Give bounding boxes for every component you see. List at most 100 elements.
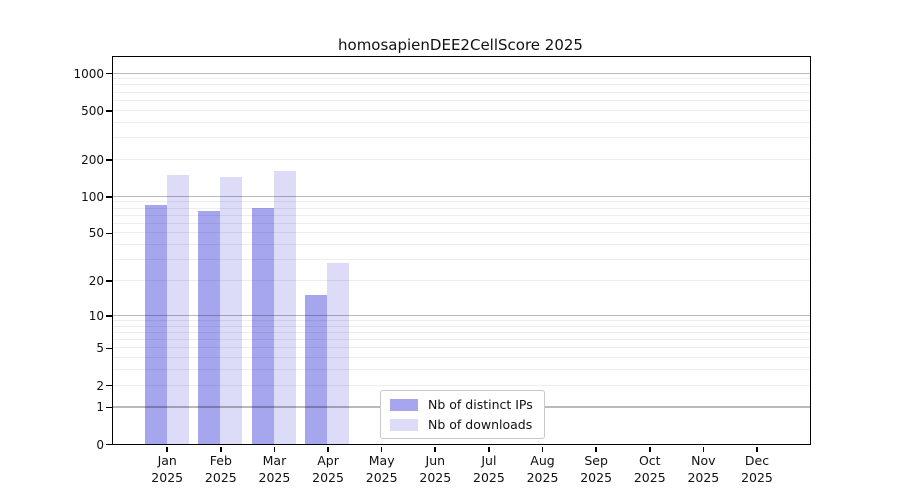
x-tick-year: 2025 (633, 469, 666, 485)
legend-item-distinct-ips: Nb of distinct IPs (390, 397, 533, 412)
y-tick-label-50: 50 (88, 226, 104, 241)
chart-title: homosapienDEE2CellScore 2025 (338, 36, 583, 54)
x-tick-mark-jul (488, 446, 490, 452)
x-tick-label-feb: Feb 2025 (189, 452, 253, 486)
x-tick-month: Mar (262, 452, 287, 468)
y-tick-label-500: 500 (81, 103, 104, 118)
bar-distinct-ips-apr (305, 295, 328, 444)
legend: Nb of distinct IPs Nb of downloads (380, 390, 545, 439)
y-tick-label-10: 10 (88, 308, 104, 323)
y-tick-mark-200 (106, 159, 112, 161)
x-tick-month: Dec (744, 452, 770, 468)
bar-downloads-feb (220, 177, 243, 444)
x-tick-mark-nov (702, 446, 705, 452)
x-tick-month: Aug (530, 452, 555, 468)
x-tick-label-jul: Jul 2025 (457, 452, 521, 486)
gridline-90 (113, 201, 810, 203)
x-tick-year: 2025 (258, 469, 291, 485)
x-tick-year: 2025 (580, 469, 613, 485)
x-tick-month: Sep (584, 452, 608, 468)
gridline-500 (113, 109, 810, 111)
x-tick-mark-mar (273, 446, 276, 452)
x-tick-label-dec: Dec 2025 (725, 452, 789, 486)
gridline-200 (113, 158, 810, 160)
legend-item-downloads: Nb of downloads (390, 417, 533, 432)
bar-downloads-mar (273, 171, 296, 444)
y-tick-mark-1 (106, 406, 112, 409)
gridline-900 (113, 78, 810, 80)
y-tick-label-5: 5 (96, 341, 104, 356)
x-tick-month: Jul (481, 452, 497, 468)
y-tick-mark-20 (106, 280, 112, 282)
bar-distinct-ips-jan (144, 205, 167, 444)
y-tick-label-0: 0 (96, 437, 104, 452)
x-tick-mark-oct (648, 446, 651, 452)
x-tick-mark-aug (541, 446, 544, 452)
y-tick-mark-5 (106, 347, 112, 350)
x-tick-year: 2025 (473, 469, 505, 485)
gridline-300 (113, 137, 810, 139)
x-tick-label-nov: Nov 2025 (671, 452, 735, 486)
y-tick-label-2: 2 (96, 378, 104, 393)
x-tick-label-aug: Aug 2025 (511, 452, 575, 486)
x-tick-mark-apr (327, 446, 329, 452)
x-tick-mark-may (380, 446, 383, 452)
legend-label-downloads: Nb of downloads (428, 417, 533, 432)
x-tick-year: 2025 (526, 469, 559, 485)
y-tick-mark-500 (106, 109, 112, 112)
y-tick-mark-2 (106, 384, 112, 387)
x-tick-year: 2025 (365, 469, 398, 485)
x-tick-mark-dec (756, 446, 758, 452)
bar-distinct-ips-mar (251, 208, 274, 444)
x-tick-year: 2025 (419, 469, 452, 485)
x-tick-label-jan: Jan 2025 (135, 452, 199, 486)
x-tick-label-oct: Oct 2025 (618, 452, 682, 486)
y-tick-mark-10 (106, 315, 112, 317)
y-tick-mark-100 (106, 195, 112, 198)
bar-distinct-ips-feb (198, 210, 221, 444)
gridline-600 (113, 99, 810, 101)
bar-downloads-apr (327, 263, 350, 444)
plot-area: Nb of distinct IPs Nb of downloads (112, 56, 811, 445)
x-tick-mark-jan (166, 446, 168, 452)
legend-swatch-distinct-ips-icon (390, 398, 418, 411)
legend-swatch-downloads-icon (390, 418, 418, 431)
x-tick-month: Apr (317, 452, 339, 468)
legend-label-distinct-ips: Nb of distinct IPs (428, 397, 533, 412)
x-tick-month: Jun (425, 452, 446, 468)
gridline-400 (113, 121, 810, 123)
x-tick-year: 2025 (687, 469, 720, 485)
x-tick-month: Jan (157, 452, 177, 468)
x-tick-mark-jun (434, 446, 437, 452)
gridline-700 (113, 91, 810, 93)
x-tick-year: 2025 (204, 469, 237, 485)
gridline-1000 (113, 72, 810, 74)
x-tick-label-jun: Jun 2025 (403, 452, 467, 486)
x-tick-mark-sep (595, 446, 597, 452)
x-tick-year: 2025 (312, 469, 344, 485)
y-tick-label-100: 100 (81, 189, 104, 204)
y-tick-label-200: 200 (81, 152, 104, 167)
x-tick-label-mar: Mar 2025 (242, 452, 306, 486)
gridline-100 (113, 195, 810, 198)
y-tick-label-1000: 1000 (73, 66, 104, 81)
x-tick-label-apr: Apr 2025 (296, 452, 360, 486)
x-tick-month: Oct (638, 452, 661, 468)
y-tick-mark-1000 (106, 72, 112, 75)
x-tick-month: Feb (209, 452, 232, 468)
x-tick-month: May (368, 452, 395, 468)
y-tick-mark-50 (106, 232, 112, 235)
x-tick-label-may: May 2025 (350, 452, 414, 486)
gridline-80 (113, 207, 810, 209)
x-tick-label-sep: Sep 2025 (564, 452, 628, 486)
x-tick-year: 2025 (151, 469, 184, 485)
x-tick-month: Nov (691, 452, 716, 468)
bar-downloads-jan (166, 174, 189, 444)
y-tick-label-1: 1 (96, 400, 104, 415)
x-tick-mark-feb (220, 446, 222, 452)
y-tick-label-20: 20 (88, 274, 104, 289)
gridline-800 (113, 84, 810, 86)
y-tick-mark-0 (106, 443, 112, 446)
x-tick-year: 2025 (741, 469, 773, 485)
